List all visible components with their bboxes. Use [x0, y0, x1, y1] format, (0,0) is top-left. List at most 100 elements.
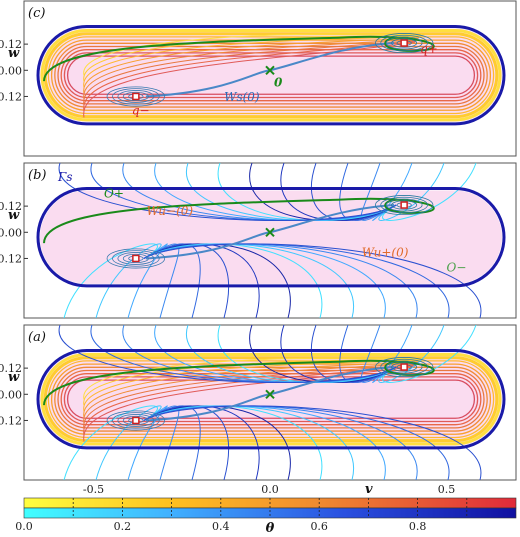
- equilibrium-marker: [132, 254, 140, 263]
- y-axis-label: w: [8, 46, 20, 61]
- colorbar: 0.0 0.2 0.4 0.6 0.8 θ: [15, 497, 517, 536]
- y-tick-label: 0.00: [0, 226, 22, 239]
- basin-region: [40, 352, 503, 446]
- equilibrium-marker: [400, 201, 408, 209]
- wu-minus-label: Wu−(0): [146, 204, 193, 218]
- spiral-curve: [122, 253, 149, 264]
- isochron-curve: [47, 36, 495, 115]
- isochron-curve: [95, 405, 162, 480]
- x-axis-label: v: [365, 482, 373, 497]
- spiral-curve: [112, 88, 160, 105]
- isochron-curve: [95, 243, 162, 318]
- spiral-curve: [112, 250, 160, 267]
- isochron-curve: [378, 163, 445, 221]
- isochron-curve: [40, 353, 502, 446]
- isochron-curve: [381, 163, 477, 221]
- panel-tag: (b): [28, 168, 46, 183]
- colorbar-tick-label: 0.2: [114, 520, 132, 533]
- spiral-curve: [385, 198, 423, 212]
- periodic-orbit: [43, 359, 435, 406]
- spiral-curve: [391, 38, 418, 48]
- panel-a: (a) w0.12 0.00 -0.12: [0, 324, 517, 481]
- wu-plus-label: Wu+(0): [362, 245, 409, 259]
- spiral-curve: [374, 357, 434, 378]
- origin-label: 0: [274, 75, 283, 89]
- equilibrium-marker: [400, 363, 408, 371]
- y-tick-label: 0.00: [0, 64, 22, 77]
- qminus-label: q−: [132, 103, 150, 117]
- isochron-curve: [83, 36, 421, 88]
- isochron-curve: [83, 38, 419, 100]
- colorbar-tick-label: 0.0: [15, 520, 33, 533]
- spiral-curve: [106, 410, 166, 431]
- colorbar-label: θ: [266, 521, 275, 536]
- y-axis-label: w: [8, 208, 20, 223]
- stable-manifold-label: Ws(0): [224, 90, 260, 104]
- spiral-curve: [122, 415, 149, 426]
- isochron-curve: [83, 33, 423, 76]
- y-tick-label: 0.12: [0, 362, 22, 375]
- isochron-curve: [372, 163, 413, 221]
- isochron-curve: [40, 29, 502, 122]
- spiral-curve: [380, 358, 428, 376]
- spiral-curve: [385, 360, 423, 374]
- y-tick-label: -0.12: [0, 414, 22, 427]
- spiral-curve: [106, 248, 166, 269]
- isochron-curve: [83, 363, 418, 430]
- isochron-curve: [57, 369, 485, 429]
- isochron-curve: [83, 37, 420, 94]
- isochron-curve: [143, 243, 482, 318]
- gamma-label: Γs: [57, 170, 72, 184]
- y-tick-label: 0.12: [0, 38, 22, 51]
- isochron-curve: [143, 405, 482, 480]
- boundary-curve: [36, 349, 506, 450]
- spiral-curve: [380, 34, 428, 52]
- isochron-curve: [67, 379, 475, 419]
- isochron-curve: [67, 55, 475, 95]
- basin-region: [40, 190, 503, 284]
- isochron-curve: [54, 366, 488, 432]
- spiral-curve: [391, 362, 418, 372]
- isochron-curve: [63, 52, 479, 99]
- spiral-curve: [106, 86, 166, 107]
- isochron-curve: [58, 325, 397, 383]
- colorbar-tick-label: 0.6: [310, 520, 328, 533]
- isochron-curve: [51, 39, 491, 111]
- origin-marker: [265, 227, 275, 237]
- y-tick-label: -0.12: [0, 90, 22, 103]
- isochron-curve: [83, 357, 423, 400]
- y-tick-label: -0.12: [0, 252, 22, 265]
- oplus-label: O+: [104, 186, 124, 200]
- isochron-curve: [378, 325, 445, 383]
- periodic-orbit: [43, 197, 435, 244]
- y-axis-label: w: [8, 370, 20, 385]
- isochron-curve: [372, 325, 413, 383]
- isochron-curve: [57, 45, 485, 105]
- basin-region: [40, 28, 503, 122]
- panel-b: (b) w0.12 0.00 -0.12 Γs O+ Wu−(0) Wu+(0) O−: [0, 162, 517, 319]
- origin-marker: [265, 389, 275, 399]
- spiral-curve: [122, 91, 149, 102]
- spiral-curve: [112, 412, 160, 429]
- isochron-curve: [43, 32, 499, 119]
- origin-marker: [265, 65, 275, 75]
- panel-tag: (a): [28, 330, 46, 345]
- qplus-label: q+: [420, 42, 438, 56]
- y-tick-label: 0.12: [0, 200, 22, 213]
- colorbar-bottom-band: [23, 507, 517, 519]
- x-tick-label: 0.0: [261, 483, 279, 496]
- spiral-curve: [385, 36, 423, 50]
- isochron-curve: [83, 39, 418, 106]
- panel-c: (c) w0.12 0.00 -0.12 0 Ws(0) q+ q−: [0, 0, 517, 157]
- x-tick-label: 0.5: [438, 483, 456, 496]
- isochron-curve: [83, 365, 416, 442]
- spiral-curve: [117, 90, 155, 103]
- panel-tag: (c): [28, 6, 45, 21]
- spiral-curve: [117, 252, 155, 265]
- colorbar-tick-label: 0.4: [212, 520, 230, 533]
- equilibrium-marker: [132, 416, 140, 425]
- ominus-label: O−: [447, 261, 467, 275]
- equilibrium-marker: [400, 39, 408, 47]
- equilibrium-marker: [132, 92, 140, 101]
